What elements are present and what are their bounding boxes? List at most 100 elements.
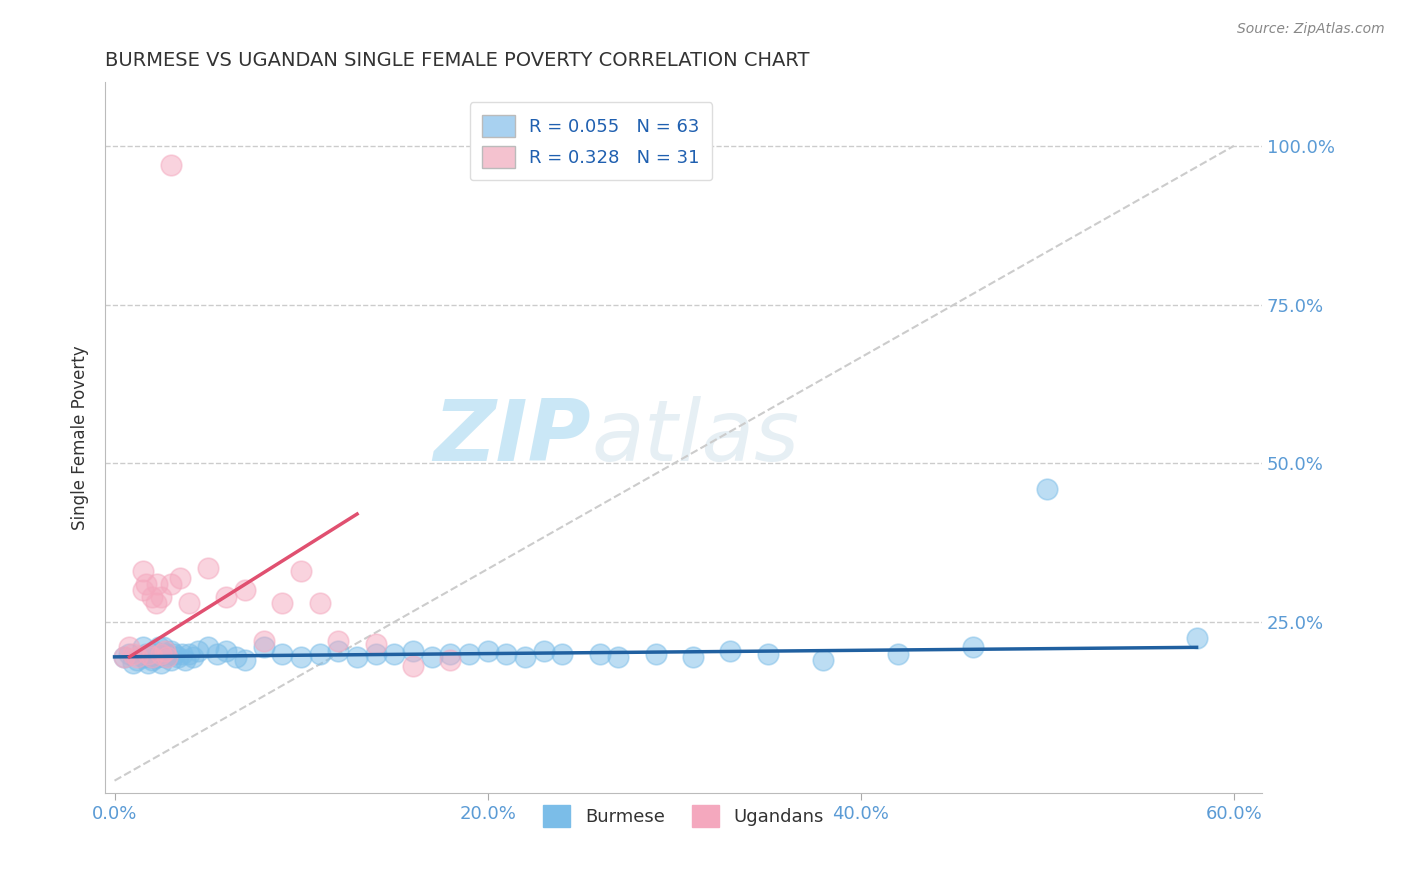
- Point: [328, 634, 350, 648]
- Point: [136, 657, 159, 671]
- Point: [477, 643, 499, 657]
- Point: [118, 647, 141, 661]
- Point: [170, 647, 193, 661]
- Legend: Burmese, Ugandans: Burmese, Ugandans: [536, 797, 831, 834]
- Point: [588, 647, 610, 661]
- Point: [148, 640, 170, 655]
- Point: [233, 583, 256, 598]
- Point: [197, 561, 219, 575]
- Point: [156, 647, 179, 661]
- Point: [179, 647, 201, 661]
- Point: [458, 647, 481, 661]
- Point: [153, 649, 176, 664]
- Point: [159, 577, 181, 591]
- Point: [439, 647, 461, 661]
- Point: [384, 647, 406, 661]
- Point: [233, 653, 256, 667]
- Point: [253, 634, 276, 648]
- Point: [131, 564, 153, 578]
- Point: [141, 590, 163, 604]
- Point: [495, 647, 517, 661]
- Point: [131, 640, 153, 655]
- Text: ZIP: ZIP: [433, 396, 591, 479]
- Point: [308, 596, 330, 610]
- Point: [364, 647, 387, 661]
- Point: [253, 640, 276, 655]
- Point: [145, 647, 167, 661]
- Point: [146, 649, 169, 664]
- Point: [682, 649, 704, 664]
- Point: [197, 640, 219, 655]
- Point: [1185, 631, 1208, 645]
- Point: [145, 649, 167, 664]
- Point: [141, 647, 163, 661]
- Point: [145, 596, 167, 610]
- Point: [607, 649, 630, 664]
- Point: [163, 647, 186, 661]
- Point: [813, 653, 835, 667]
- Point: [328, 643, 350, 657]
- Point: [271, 596, 294, 610]
- Point: [533, 643, 555, 657]
- Point: [364, 637, 387, 651]
- Point: [167, 649, 190, 664]
- Point: [125, 653, 148, 667]
- Y-axis label: Single Female Poverty: Single Female Poverty: [72, 345, 89, 530]
- Point: [152, 640, 174, 655]
- Point: [122, 657, 145, 671]
- Point: [887, 647, 910, 661]
- Point: [402, 659, 425, 673]
- Point: [150, 647, 173, 661]
- Point: [402, 643, 425, 657]
- Point: [174, 653, 197, 667]
- Point: [112, 649, 135, 664]
- Point: [439, 653, 461, 667]
- Point: [150, 590, 173, 604]
- Point: [290, 649, 312, 664]
- Point: [215, 643, 238, 657]
- Point: [187, 643, 209, 657]
- Point: [131, 583, 153, 598]
- Text: atlas: atlas: [591, 396, 799, 479]
- Point: [225, 649, 247, 664]
- Point: [1036, 482, 1059, 496]
- Point: [169, 570, 191, 584]
- Point: [142, 643, 165, 657]
- Point: [346, 649, 368, 664]
- Point: [205, 647, 228, 661]
- Point: [215, 590, 238, 604]
- Point: [141, 649, 163, 664]
- Point: [153, 643, 176, 657]
- Point: [150, 647, 173, 661]
- Point: [513, 649, 536, 664]
- Point: [159, 643, 181, 657]
- Point: [420, 649, 443, 664]
- Point: [141, 653, 163, 667]
- Point: [156, 649, 179, 664]
- Point: [159, 158, 181, 172]
- Point: [159, 653, 181, 667]
- Text: BURMESE VS UGANDAN SINGLE FEMALE POVERTY CORRELATION CHART: BURMESE VS UGANDAN SINGLE FEMALE POVERTY…: [105, 51, 810, 70]
- Point: [135, 577, 157, 591]
- Point: [118, 640, 141, 655]
- Point: [644, 647, 666, 661]
- Point: [962, 640, 984, 655]
- Point: [756, 647, 779, 661]
- Point: [131, 649, 153, 664]
- Point: [139, 649, 162, 664]
- Point: [125, 649, 148, 664]
- Point: [179, 596, 201, 610]
- Point: [112, 649, 135, 664]
- Point: [551, 647, 574, 661]
- Point: [135, 647, 157, 661]
- Point: [136, 647, 159, 661]
- Point: [718, 643, 741, 657]
- Point: [122, 647, 145, 661]
- Point: [181, 649, 204, 664]
- Point: [146, 577, 169, 591]
- Point: [271, 647, 294, 661]
- Point: [308, 647, 330, 661]
- Text: Source: ZipAtlas.com: Source: ZipAtlas.com: [1237, 22, 1385, 37]
- Point: [150, 657, 173, 671]
- Point: [290, 564, 312, 578]
